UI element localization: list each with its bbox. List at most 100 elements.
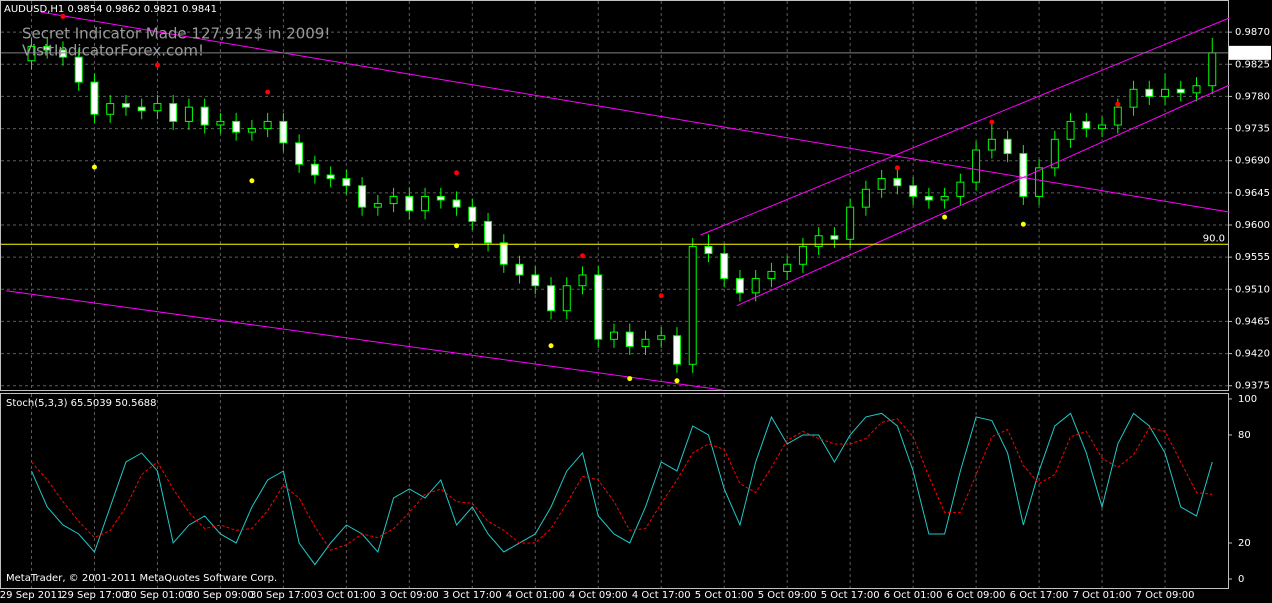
candle-body — [1003, 138, 1012, 155]
candle-body — [594, 274, 603, 340]
fractal-dot — [942, 214, 948, 220]
x-tick-label: 6 Oct 01:00 — [884, 590, 943, 601]
x-tick-label: 3 Oct 09:00 — [380, 590, 439, 601]
level-label: 90.0 — [1203, 233, 1225, 244]
candle-body — [1113, 106, 1122, 126]
candle-body — [90, 81, 99, 115]
candle-body — [1082, 120, 1091, 130]
x-tick-label: 29 Sep 17:00 — [61, 590, 128, 601]
candle-body — [310, 163, 319, 176]
x-tick-label: 7 Oct 01:00 — [1073, 590, 1132, 601]
y-tick-label: 0.9600 — [1235, 220, 1270, 231]
candle-body — [121, 103, 130, 108]
y-tick-label: 0.9870 — [1235, 27, 1270, 38]
candle-body — [531, 274, 540, 287]
candle-body — [1192, 85, 1201, 94]
candle-body — [27, 45, 36, 62]
candle-body — [830, 235, 839, 240]
candle-body — [373, 203, 382, 208]
x-tick-label: 30 Sep 09:00 — [187, 590, 254, 601]
candle-body — [1161, 88, 1170, 97]
candle-body — [972, 149, 981, 183]
candle-body — [704, 245, 713, 255]
watermark: Secret Indicator Made 127,912$ in 2009! — [22, 25, 330, 43]
candle-body — [405, 195, 414, 212]
fractal-dot — [989, 119, 995, 125]
candle-body — [263, 120, 272, 130]
candle-body — [625, 331, 634, 347]
candle-body — [1019, 153, 1028, 197]
candle-body — [499, 242, 508, 265]
candle-body — [58, 49, 67, 58]
candle-body — [184, 106, 193, 122]
indicator-header: Stoch(5,3,3) 65.5039 50.5688 — [6, 398, 157, 409]
fractal-dot — [894, 165, 900, 171]
watermark: VisitIndicatorForex.com! — [22, 42, 204, 60]
y-tick-label: 0.9645 — [1235, 188, 1270, 199]
x-tick-label: 5 Oct 01:00 — [695, 590, 754, 601]
candle-body — [562, 285, 571, 312]
x-tick-label: 29 Sep 2011 — [0, 590, 63, 601]
candle-body — [1066, 120, 1075, 140]
fractal-dot — [249, 178, 255, 184]
y-tick-label: 0.9375 — [1235, 381, 1270, 392]
candle-body — [216, 120, 225, 126]
last-price-box — [1229, 45, 1271, 60]
x-tick-label: 4 Oct 17:00 — [632, 590, 691, 601]
x-tick-label: 6 Oct 17:00 — [1010, 590, 1069, 601]
y-tick-label: 80 — [1238, 430, 1251, 441]
candle-body — [169, 103, 178, 122]
y-tick-label: 0.9780 — [1235, 91, 1270, 102]
x-tick-label: 5 Oct 09:00 — [758, 590, 817, 601]
y-tick-label: 100 — [1238, 394, 1257, 405]
candle-body — [43, 45, 52, 51]
x-tick-label: 5 Oct 17:00 — [821, 590, 880, 601]
copyright: MetaTrader, © 2001-2011 MetaQuotes Softw… — [6, 573, 277, 584]
fractal-dot — [154, 62, 160, 68]
fractal-dot — [265, 89, 271, 95]
fractal-dot — [91, 164, 97, 170]
candle-body — [1129, 88, 1138, 108]
x-tick-label: 3 Oct 17:00 — [443, 590, 502, 601]
candle-body — [610, 331, 618, 340]
candle-body — [468, 206, 477, 222]
candle-body — [657, 335, 666, 340]
x-tick-label: 3 Oct 01:00 — [317, 590, 376, 601]
y-tick-label: 20 — [1238, 538, 1251, 549]
trendline — [40, 11, 1230, 213]
candle-body — [232, 120, 241, 133]
candle-body — [1050, 138, 1059, 169]
candle-body — [688, 245, 697, 365]
candle-body — [484, 220, 493, 244]
fractal-dot — [548, 343, 554, 349]
trendline — [736, 84, 1230, 307]
trendline — [6, 290, 723, 391]
candle-body — [987, 138, 996, 151]
candle-body — [956, 181, 965, 197]
stoch-panel-frame — [0, 393, 1229, 589]
candle-body — [641, 338, 650, 347]
candle-body — [279, 120, 288, 144]
candle-body — [751, 278, 760, 294]
x-tick-label: 4 Oct 01:00 — [506, 590, 565, 601]
fractal-dot — [1115, 101, 1121, 107]
y-tick-label: 0.9735 — [1235, 124, 1270, 135]
candle-body — [783, 263, 792, 272]
candle-body — [1098, 124, 1107, 130]
candle-body — [877, 178, 886, 190]
candle-body — [1208, 52, 1217, 87]
y-tick-label: 0.9825 — [1235, 59, 1270, 70]
candle-body — [1176, 88, 1185, 94]
fractal-dot — [1020, 221, 1026, 227]
candle-body — [940, 195, 949, 201]
symbol-header: AUDUSD,H1 0.9854 0.9862 0.9821 0.9841 — [4, 4, 217, 15]
candle-body — [672, 335, 681, 365]
x-tick-label: 7 Oct 09:00 — [1136, 590, 1195, 601]
candle-body — [74, 56, 83, 83]
y-tick-label: 0 — [1238, 574, 1244, 585]
candle-body — [547, 285, 556, 312]
last-price-label: 0.9841 — [1234, 48, 1269, 59]
candle-body — [295, 142, 304, 165]
